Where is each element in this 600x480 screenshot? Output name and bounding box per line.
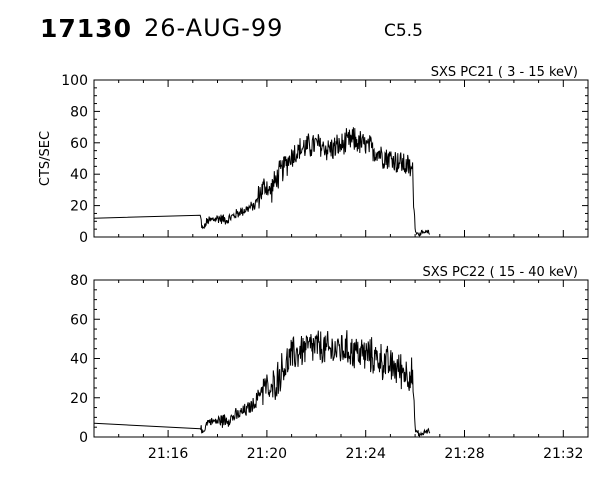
plot-frame-1 [93,79,589,238]
y-tick-label: 100 [61,73,88,89]
event-id: 17130 [40,14,132,43]
y-tick-label: 80 [70,104,88,120]
event-date: 26-AUG-99 [144,14,284,42]
y-tick-label: 80 [70,273,88,289]
series-line-1 [93,127,431,237]
x-tick-label: 21:16 [148,446,188,462]
y-tick-label: 60 [70,136,88,152]
chart-title-1: SXS PC21 ( 3 - 15 keV) [431,65,578,80]
y-tick-label: 0 [79,430,88,446]
chart-title-2: SXS PC22 ( 15 - 40 keV) [422,265,578,280]
y-tick-label: 20 [70,199,88,215]
x-tick-label: 21:28 [444,446,484,462]
series-line-2 [93,330,431,439]
y-axis-label: CTS/SEC [38,131,53,186]
y-tick-label: 0 [79,230,88,246]
y-tick-label: 60 [70,312,88,328]
y-tick-label: 40 [70,167,88,183]
y-tick-label: 20 [70,391,88,407]
x-tick-label: 21:32 [543,446,583,462]
x-tick-label: 21:24 [346,446,386,462]
flare-class: C5.5 [384,21,423,41]
y-tick-label: 40 [70,352,88,368]
x-tick-label: 21:20 [247,446,287,462]
